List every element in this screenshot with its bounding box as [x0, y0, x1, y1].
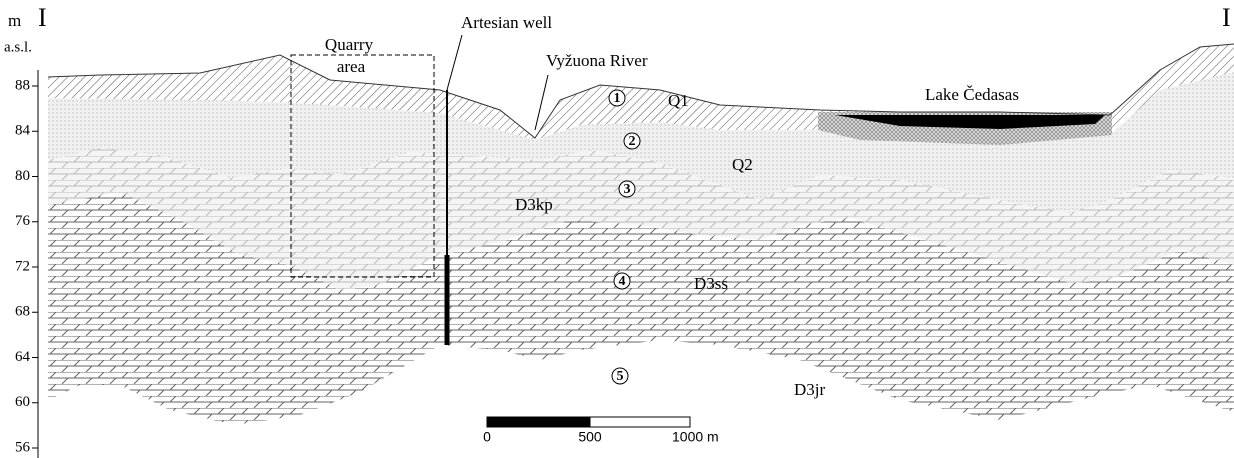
y-tick-label: 72 — [15, 258, 30, 274]
layer-number: 4 — [619, 274, 626, 289]
layer-code: Q1 — [668, 91, 689, 110]
leader — [447, 35, 462, 90]
y-tick-label: 56 — [15, 439, 31, 455]
axis-unit-sub: a.s.l. — [4, 39, 32, 55]
y-tick-label: 60 — [15, 394, 30, 410]
layer-code: D3jr — [794, 380, 826, 399]
layer-code: D3ss — [694, 274, 728, 293]
y-tick-label: 84 — [15, 123, 31, 139]
quarry-label: Quarry — [325, 35, 374, 54]
y-tick-label: 88 — [15, 77, 30, 93]
well-label: Artesian well — [461, 13, 552, 32]
layer-number: 2 — [629, 134, 636, 149]
layer-code: Q2 — [732, 155, 753, 174]
lake-label: Lake Čedasas — [925, 85, 1019, 104]
layer-code: D3kp — [515, 195, 553, 214]
layer-number: 1 — [614, 91, 621, 106]
section-start: I — [38, 3, 47, 32]
scale-label: 1000 m — [672, 429, 719, 445]
scale-label: 500 — [578, 429, 602, 445]
layer-number: 3 — [624, 182, 631, 197]
y-tick-label: 80 — [15, 168, 30, 184]
layers — [48, 44, 1234, 458]
y-tick-label: 64 — [15, 349, 31, 365]
river-label: Vyžuona River — [546, 51, 648, 70]
y-ticks: 88 84 80 76 72 68 64 60 56 — [15, 77, 38, 455]
axis-unit: m — [8, 11, 21, 30]
quarry-label: area — [337, 57, 366, 76]
y-tick-label: 76 — [15, 213, 31, 229]
y-tick-label: 68 — [15, 304, 30, 320]
scale-label: 0 — [483, 429, 491, 445]
cross-section: 88 84 80 76 72 68 64 60 56 m a.s.l. I I Quarry a… — [0, 0, 1234, 458]
layer-number: 5 — [617, 369, 624, 384]
section-end: I — [1222, 3, 1231, 32]
